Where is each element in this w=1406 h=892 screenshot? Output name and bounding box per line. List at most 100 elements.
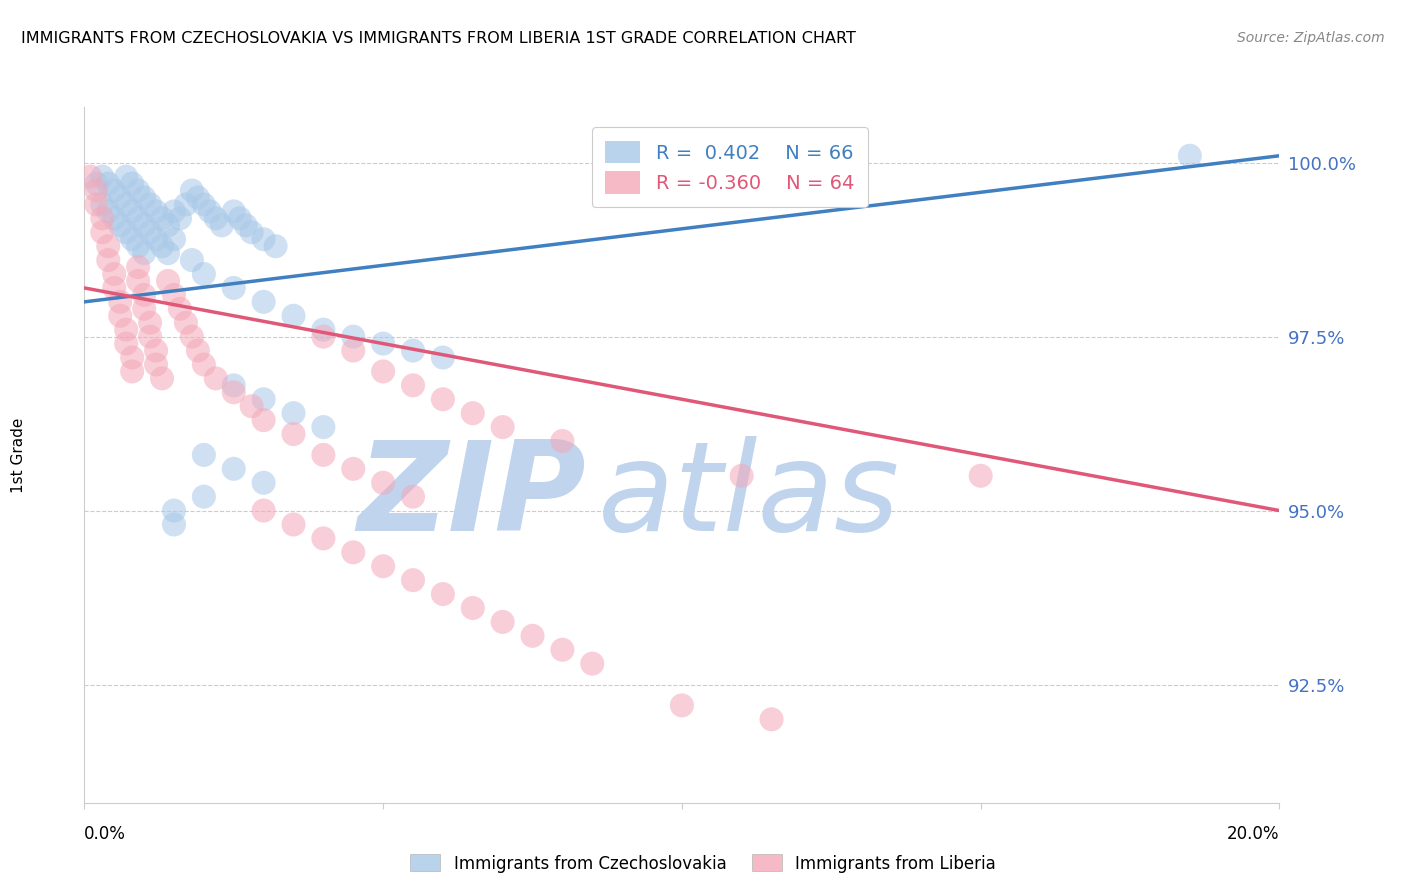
Point — [97, 177, 120, 191]
Text: 0.0%: 0.0% — [84, 825, 127, 843]
Point — [222, 204, 245, 219]
Point — [145, 204, 167, 219]
Point — [581, 657, 603, 671]
Point — [150, 371, 173, 385]
Point — [110, 309, 132, 323]
Point — [115, 336, 138, 351]
Point — [402, 343, 425, 358]
Point — [283, 427, 305, 442]
Point — [253, 392, 276, 407]
Point — [193, 448, 215, 462]
Point — [121, 204, 143, 219]
Point — [97, 253, 120, 268]
Point — [157, 219, 180, 233]
Point — [222, 281, 245, 295]
Point — [127, 239, 149, 253]
Point — [253, 475, 276, 490]
Point — [163, 503, 186, 517]
Point — [402, 573, 425, 587]
Point — [342, 462, 364, 476]
Point — [110, 294, 132, 309]
Text: Source: ZipAtlas.com: Source: ZipAtlas.com — [1237, 31, 1385, 45]
Point — [402, 490, 425, 504]
Point — [163, 232, 186, 246]
Point — [91, 225, 114, 239]
Point — [461, 601, 484, 615]
Point — [163, 204, 186, 219]
Point — [371, 336, 394, 351]
Point — [132, 301, 156, 316]
Point — [205, 211, 228, 226]
Point — [240, 399, 263, 413]
Point — [115, 323, 138, 337]
Point — [205, 371, 228, 385]
Point — [127, 260, 149, 274]
Point — [121, 351, 143, 365]
Point — [139, 225, 162, 239]
Point — [312, 323, 335, 337]
Point — [97, 204, 120, 219]
Point — [235, 219, 257, 233]
Point — [211, 219, 233, 233]
Point — [86, 184, 108, 198]
Point — [139, 329, 162, 343]
Point — [163, 288, 186, 302]
Point — [115, 169, 138, 184]
Point — [312, 532, 335, 546]
Point — [180, 184, 204, 198]
Point — [132, 190, 156, 204]
Point — [432, 587, 454, 601]
Point — [121, 232, 143, 246]
Point — [222, 385, 245, 400]
Point — [103, 184, 125, 198]
Point — [150, 239, 173, 253]
Point — [198, 204, 221, 219]
Point — [283, 406, 305, 420]
Point — [180, 253, 204, 268]
Point — [222, 378, 245, 392]
Point — [91, 197, 114, 211]
Text: atlas: atlas — [599, 436, 900, 558]
Point — [253, 413, 276, 427]
Point — [371, 364, 394, 378]
Point — [157, 246, 180, 260]
Point — [371, 559, 394, 574]
Point — [187, 343, 209, 358]
Point — [139, 197, 162, 211]
Point — [115, 225, 138, 239]
Point — [127, 274, 149, 288]
Point — [150, 211, 173, 226]
Point — [222, 462, 245, 476]
Point — [110, 190, 132, 204]
Point — [492, 420, 515, 434]
Text: ZIP: ZIP — [357, 436, 586, 558]
Point — [127, 211, 149, 226]
Point — [522, 629, 544, 643]
Point — [240, 225, 263, 239]
Text: IMMIGRANTS FROM CZECHOSLOVAKIA VS IMMIGRANTS FROM LIBERIA 1ST GRADE CORRELATION : IMMIGRANTS FROM CZECHOSLOVAKIA VS IMMIGR… — [21, 31, 856, 46]
Point — [174, 316, 197, 330]
Point — [163, 517, 186, 532]
Point — [103, 211, 125, 226]
Point — [283, 517, 305, 532]
Point — [1178, 149, 1201, 163]
Point — [402, 378, 425, 392]
Point — [253, 232, 276, 246]
Point — [193, 197, 215, 211]
Point — [139, 316, 162, 330]
Point — [193, 490, 215, 504]
Point — [432, 351, 454, 365]
Point — [461, 406, 484, 420]
Point — [731, 468, 754, 483]
Point — [193, 267, 215, 281]
Point — [193, 358, 215, 372]
Point — [671, 698, 693, 713]
Text: 20.0%: 20.0% — [1227, 825, 1279, 843]
Point — [157, 274, 180, 288]
Point — [253, 294, 276, 309]
Point — [551, 642, 574, 657]
Point — [432, 392, 454, 407]
Point — [342, 329, 364, 343]
Point — [174, 197, 197, 211]
Point — [103, 267, 125, 281]
